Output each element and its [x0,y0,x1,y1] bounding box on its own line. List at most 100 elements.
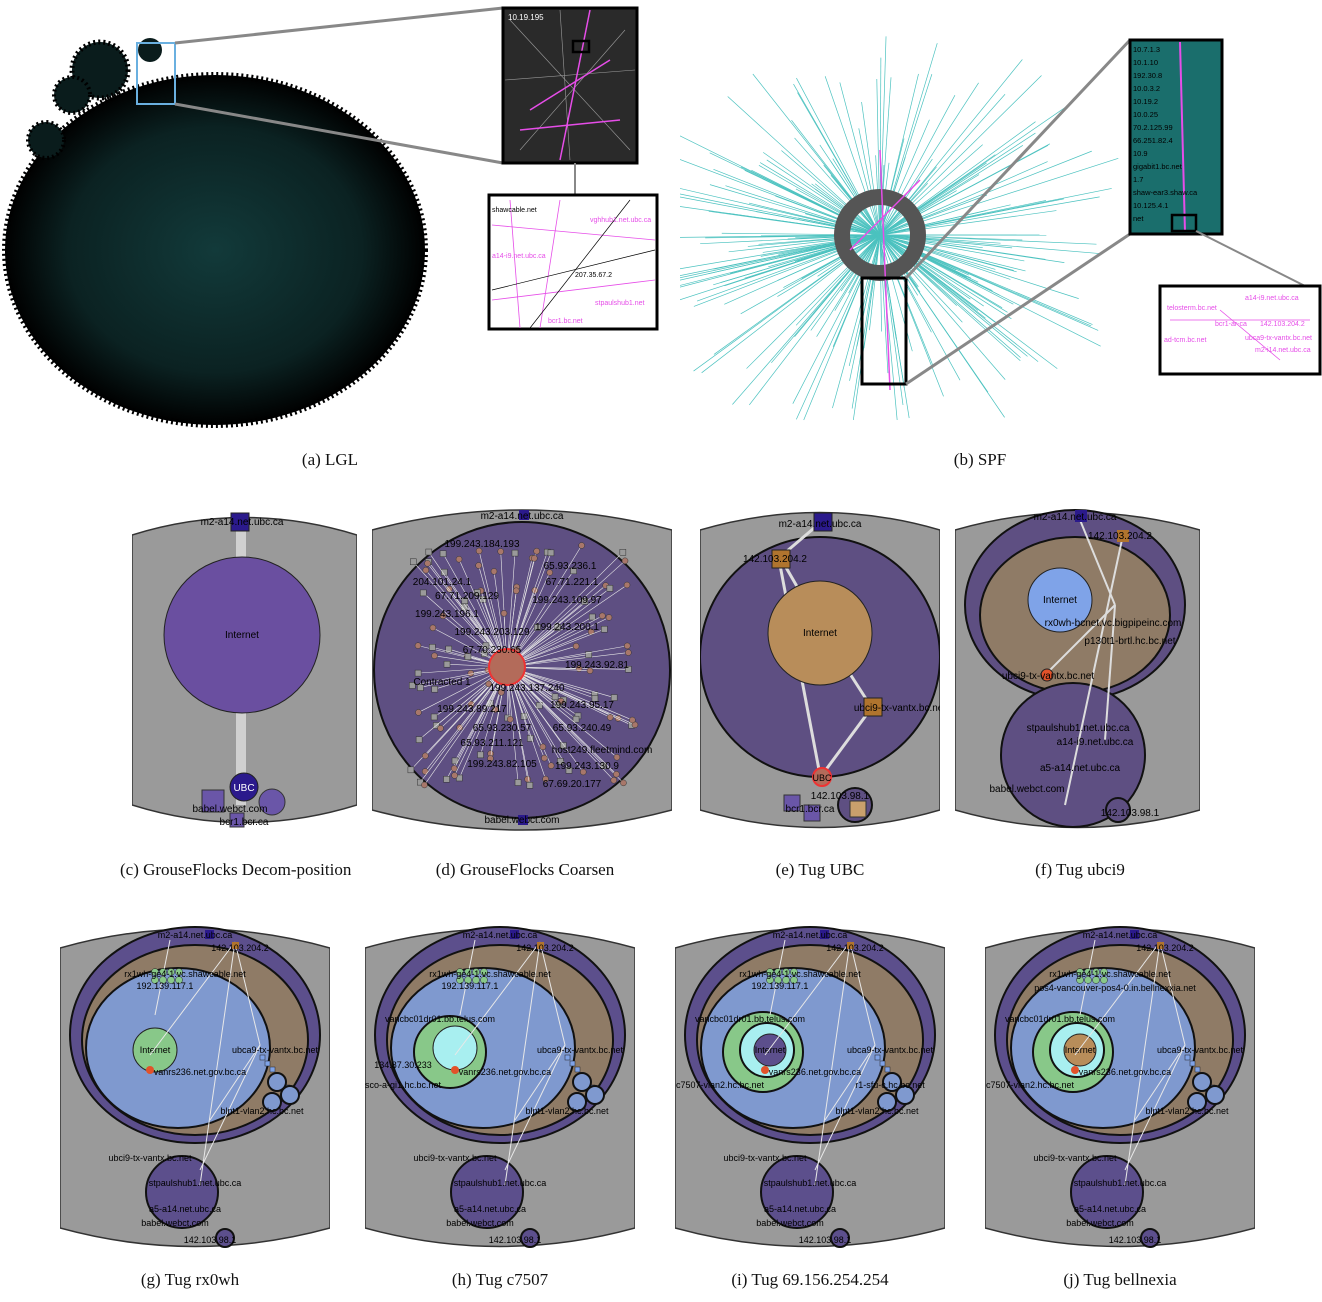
d-node-label: 199.243.184.193 [444,539,520,550]
lgl-zoom2-label: stpaulshub1.net [595,300,644,307]
d-node-label: 67.71.209.129 [435,591,499,602]
tug-babel-label: babel.webct.com [446,1218,514,1228]
tug-a5-label: a5-a14.net.ubc.ca [764,1204,836,1214]
e-ubc-label: UBC [812,773,832,783]
spf-zoom1-label: 1.7 [1133,175,1143,184]
spf-zoom2-label: ubca9-tx-vantx.bc.net [1245,335,1312,342]
f-internet-label: Internet [1043,595,1077,606]
c-bcr1-label: bcr1.bcr.ca [220,817,269,828]
tug-rx-label: rx1wh-ge4-1.vc.shawcable.net [739,969,861,979]
lgl-satellite [52,75,92,115]
caption-b: (b) SPF [953,450,1007,469]
tug-sco-label: sco-a-gi1.hc.bc.net [365,1080,442,1090]
tug-top-label: m2-a14.net.ubc.ca [463,930,538,940]
spf-graph: 10.7.1.3 10.1.10 192.30.8 10.0.3.2 10.19.2 10… [624,36,1322,421]
f-babel-label: babel.webct.com [989,784,1064,795]
f-a5-label: a5-a14.net.ubc.ca [1040,763,1120,774]
spf-ring [834,189,926,281]
caption-a: (a) LGL [301,450,359,469]
tug-a5-label: a5-a14.net.ubc.ca [149,1204,221,1214]
panel-e: m2-a14.net.ubc.ca 142.103.204.2 Internet… [699,505,946,835]
tug-stpauls-label: stpaulshub1.net.ubc.ca [1074,1178,1167,1188]
spf-zoom2 [1158,284,1322,376]
c-ubc-label: UBC [233,783,254,794]
tug-babel-label: babel.webct.com [141,1218,209,1228]
d-node-label: 199.243.109.97 [532,595,602,606]
tug-vanc-label: vancbc01dr01.bb.telus.com [695,1014,805,1024]
caption-g: (g) Tug rx0wh [140,1270,240,1289]
lgl-zoom1-label: 10.19.195 [508,13,544,22]
tug-babel-label: babel.webct.com [1066,1218,1134,1228]
spf-zoom1-label: 10.0.25 [1133,110,1158,119]
d-node-label: 199.243.137.240 [489,683,565,694]
d-node-label: 199.243.92.81 [565,660,629,671]
d-node-label: 204.101.24.1 [413,577,472,588]
d-node-label: 199.243.203.129 [454,627,530,638]
tug-vanrs-label: vanrs236.net.gov.bc.ca [154,1067,246,1077]
tug-vanc-label: vancbc01dr01.bb.telus.com [385,1014,495,1024]
spf-zoom1-label: 10.7.1.3 [1133,45,1160,54]
spf-zoom2-label: m2-i14.net.ubc.ca [1255,347,1311,354]
spf-zoom2-label: a14-i9.net.ubc.ca [1245,295,1299,302]
tug-n2-label: 142.103.98.1 [799,1235,852,1245]
tug-ubca9-label: ubca9-tx-vantx.bc.net [847,1045,934,1055]
tug-ubca9-label: ubca9-tx-vantx.bc.net [1157,1045,1244,1055]
panel-lgl: 10.19.195 shawcable.net vghhub1.net.ubc.… [0,0,665,435]
c-internet-node [163,556,321,714]
tug-stpauls-label: stpaulshub1.net.ubc.ca [454,1178,547,1188]
panel-j: Internet m2-a14.net.ubc.ca 142.103.204.2 rx… [984,920,1256,1255]
tug-n2-label: 142.103.98.1 [489,1235,542,1245]
tug-n2-label: 142.103.98.1 [1109,1235,1162,1245]
c-babel-label: babel.webct.com [192,804,267,815]
f-stpauls-label: stpaulshub1.net.ubc.ca [1027,723,1130,734]
f-n2-label: 142.103.98.1 [1101,808,1160,819]
tug-ubci9-label: ubci9-tx-vantx.bc.net [723,1153,807,1163]
tug-c7507-label: c7507-vlan2.hc.bc.net [676,1080,765,1090]
caption-j: (j) Tug bellnexia [1063,1270,1177,1289]
spf-zoom2-label: bcr1-ar-ca [1215,321,1247,328]
tug-vanrs-label: vanrs236.net.gov.bc.ca [459,1067,551,1077]
panel-f: Internet m2-a14.net.ubc.ca 142.103.204.2… [954,505,1201,835]
tug-c7507-label: c7507-vlan2.hc.bc.net [986,1080,1075,1090]
e-internet-label: Internet [803,628,837,639]
tug-internet-label: Internet [140,1045,171,1055]
panel-h: m2-a14.net.ubc.ca 142.103.204.2 rx1wh-ge4-… [364,920,636,1255]
lgl-graph: 10.19.195 shawcable.net vghhub1.net.ubc.… [2,6,659,428]
f-ubci9-label: ubci9-tx-vantx.bc.net [1002,671,1094,682]
tug-blnt-label: blnt1-vlan2.hc.bc.net [220,1106,304,1116]
panel-d: m2-a14.net.ubc.ca 199.243.184.193 65.93.2… [371,505,673,835]
d-node-label: 199.243.82.105 [467,759,537,770]
tug-ubca9-label: ubca9-tx-vantx.bc.net [232,1045,319,1055]
spf-zoom1-labels: 10.7.1.3 10.1.10 192.30.8 10.0.3.2 10.19.2 10… [1133,45,1198,223]
tug-stpauls-label: stpaulshub1.net.ubc.ca [149,1178,242,1188]
d-center-node [488,648,526,686]
d-node-label: 65.93.236.1 [544,561,597,572]
caption-c: (c) GrouseFlocks Decom-position [120,860,352,879]
spf-zoom2-label: telosterm.bc.net [1167,305,1217,312]
spf-zoom1-label: shaw-ear3.shaw.ca [1133,188,1198,197]
lgl-zoom2-label: shawcable.net [492,207,537,214]
tug-rx-label: rx1wh-ge4-1.vc.shawcable.net [1049,969,1171,979]
tug-rx-label: rx1wh-ge4-1.vc.shawcable.net [124,969,246,979]
d-bottom-label: babel.webct.com [484,815,559,826]
d-node-label: 67.71.221.1 [546,577,599,588]
c-top-node [230,512,250,532]
lgl-zoom2-label: a14-i9.net.ubc.ca [492,253,546,260]
tug-vanrs-label: vanrs236.net.gov.bc.ca [769,1067,861,1077]
panel-spf: 10.7.1.3 10.1.10 192.30.8 10.0.3.2 10.19.2 10… [624,20,1322,430]
d-node-label: 199.243.89.217 [437,704,507,715]
spf-zoom1-label: gigabit1.bc.net [1133,162,1183,171]
d-labels: 199.243.184.193 65.93.236.1 204.101.24.1 67… [413,539,653,790]
caption-e: (e) Tug UBC [775,860,865,879]
tug-blnt-label: blnt1-vlan2.hc.bc.net [1145,1106,1229,1116]
tug-ip-label: 192.139.117.1 [752,981,809,991]
spf-zoom1-label: 10.9 [1133,149,1148,158]
d-node-label: 65.93.211.121 [460,738,524,749]
caption-i: (i) Tug 69.156.254.254 [731,1270,889,1289]
lgl-zoom2-label: vghhub1.net.ubc.ca [590,217,651,224]
f-n1-label: 142.103.204.2 [1088,531,1152,542]
f-rx0wh-label: rx0wh-bcnet.vc.bigpipeinc.com [1045,618,1182,629]
tug-ubci9-label: ubci9-tx-vantx.bc.net [413,1153,497,1163]
spf-zoom1-label: 10.125.4.1 [1133,201,1168,210]
caption-f: (f) Tug ubci9 [1035,860,1125,879]
